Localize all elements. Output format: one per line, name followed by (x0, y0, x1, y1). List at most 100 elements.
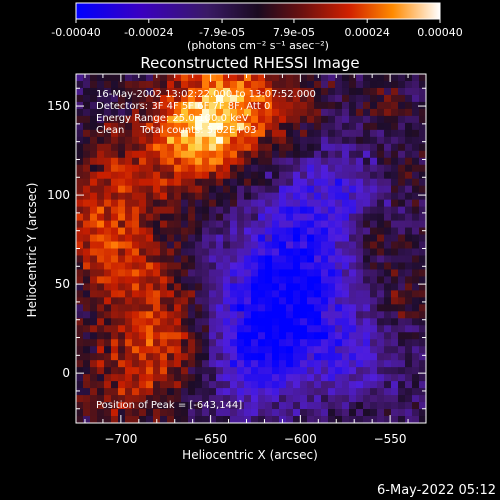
heatmap-cell (153, 115, 161, 124)
heatmap-cell (272, 143, 280, 152)
heatmap-cell (398, 206, 406, 214)
heatmap-cell (300, 87, 308, 96)
heatmap-cell (146, 255, 154, 263)
heatmap-cell (230, 374, 238, 382)
heatmap-cell (405, 360, 413, 368)
heatmap-cell (391, 374, 399, 382)
heatmap-cell (132, 143, 140, 152)
heatmap-cell (363, 402, 371, 410)
heatmap-cell (83, 80, 91, 89)
heatmap-cell (202, 276, 210, 284)
heatmap-cell (335, 353, 343, 361)
heatmap-cell (216, 381, 224, 389)
heatmap-cell (223, 395, 231, 403)
heatmap-cell (258, 101, 266, 110)
heatmap-cell (118, 171, 126, 180)
heatmap-cell (244, 367, 252, 375)
heatmap-cell (223, 129, 231, 138)
heatmap-cell (412, 304, 420, 312)
heatmap-cell (265, 409, 273, 417)
heatmap-cell (314, 374, 322, 382)
heatmap-cell (258, 136, 266, 145)
heatmap-cell (174, 185, 182, 194)
heatmap-cell (265, 360, 273, 368)
heatmap-cell (384, 255, 392, 263)
heatmap-cell (118, 381, 126, 389)
heatmap-cell (237, 332, 245, 340)
heatmap-cell (300, 283, 308, 291)
heatmap-cell (251, 332, 259, 340)
heatmap-cell (111, 311, 119, 319)
heatmap-cell (76, 129, 84, 138)
heatmap-cell (132, 87, 140, 96)
heatmap-cell (293, 213, 301, 221)
heatmap-cell (146, 346, 154, 354)
heatmap-cell (146, 136, 154, 145)
heatmap-cell (125, 339, 133, 347)
heatmap-cell (377, 409, 385, 417)
heatmap-cell (76, 136, 84, 145)
colorbar-unit-label: (photons cm⁻² s⁻¹ asec⁻²) (187, 39, 329, 52)
heatmap-cell (342, 325, 350, 333)
heatmap-cell (251, 311, 259, 319)
heatmap-cell (195, 332, 203, 340)
heatmap-cell (244, 248, 252, 256)
heatmap-cell (188, 80, 196, 89)
heatmap-cell (223, 339, 231, 347)
heatmap-cell (279, 192, 287, 201)
heatmap-cell (300, 269, 308, 277)
heatmap-cell (293, 74, 301, 82)
heatmap-cell (335, 213, 343, 221)
heatmap-cell (398, 157, 406, 166)
heatmap-cell (174, 150, 182, 159)
heatmap-cell (321, 129, 329, 138)
heatmap-cell (230, 115, 238, 124)
heatmap-cell (230, 178, 238, 187)
heatmap-cell (125, 395, 133, 403)
heatmap-cell (286, 171, 294, 180)
heatmap-cell (111, 234, 119, 242)
heatmap-cell (104, 129, 112, 138)
heatmap-cell (384, 122, 392, 131)
heatmap-cell (174, 220, 182, 228)
heatmap-cell (83, 311, 91, 319)
heatmap-cell (314, 353, 322, 361)
heatmap-cell (237, 241, 245, 249)
heatmap-cell (258, 108, 266, 117)
heatmap-cell (258, 115, 266, 124)
heatmap-cell (174, 262, 182, 270)
heatmap-cell (391, 409, 399, 417)
heatmap-cell (314, 311, 322, 319)
heatmap-cell (419, 381, 427, 389)
heatmap-cell (307, 283, 315, 291)
heatmap-cell (237, 192, 245, 201)
heatmap-cell (265, 311, 273, 319)
heatmap-cell (307, 150, 315, 159)
heatmap-cell (307, 318, 315, 326)
heatmap-cell (216, 374, 224, 382)
heatmap-cell (300, 402, 308, 410)
heatmap-cell (321, 255, 329, 263)
heatmap-cell (272, 185, 280, 194)
heatmap-cell (118, 164, 126, 173)
heatmap-cell (174, 409, 182, 417)
heatmap-cell (328, 122, 336, 131)
heatmap-cell (342, 157, 350, 166)
heatmap-cell (370, 122, 378, 131)
heatmap-cell (377, 87, 385, 96)
heatmap-cell (188, 402, 196, 410)
heatmap-cell (83, 164, 91, 173)
heatmap-cell (321, 402, 329, 410)
heatmap-cell (146, 115, 154, 124)
heatmap-cell (104, 87, 112, 96)
heatmap-cell (76, 269, 84, 277)
heatmap-cell (398, 269, 406, 277)
heatmap-cell (244, 122, 252, 131)
heatmap-cell (265, 213, 273, 221)
heatmap-cell (384, 339, 392, 347)
heatmap-cell (160, 339, 168, 347)
heatmap-cell (293, 255, 301, 263)
heatmap-cell (160, 297, 168, 305)
heatmap-cell (335, 234, 343, 242)
heatmap-cell (342, 178, 350, 187)
